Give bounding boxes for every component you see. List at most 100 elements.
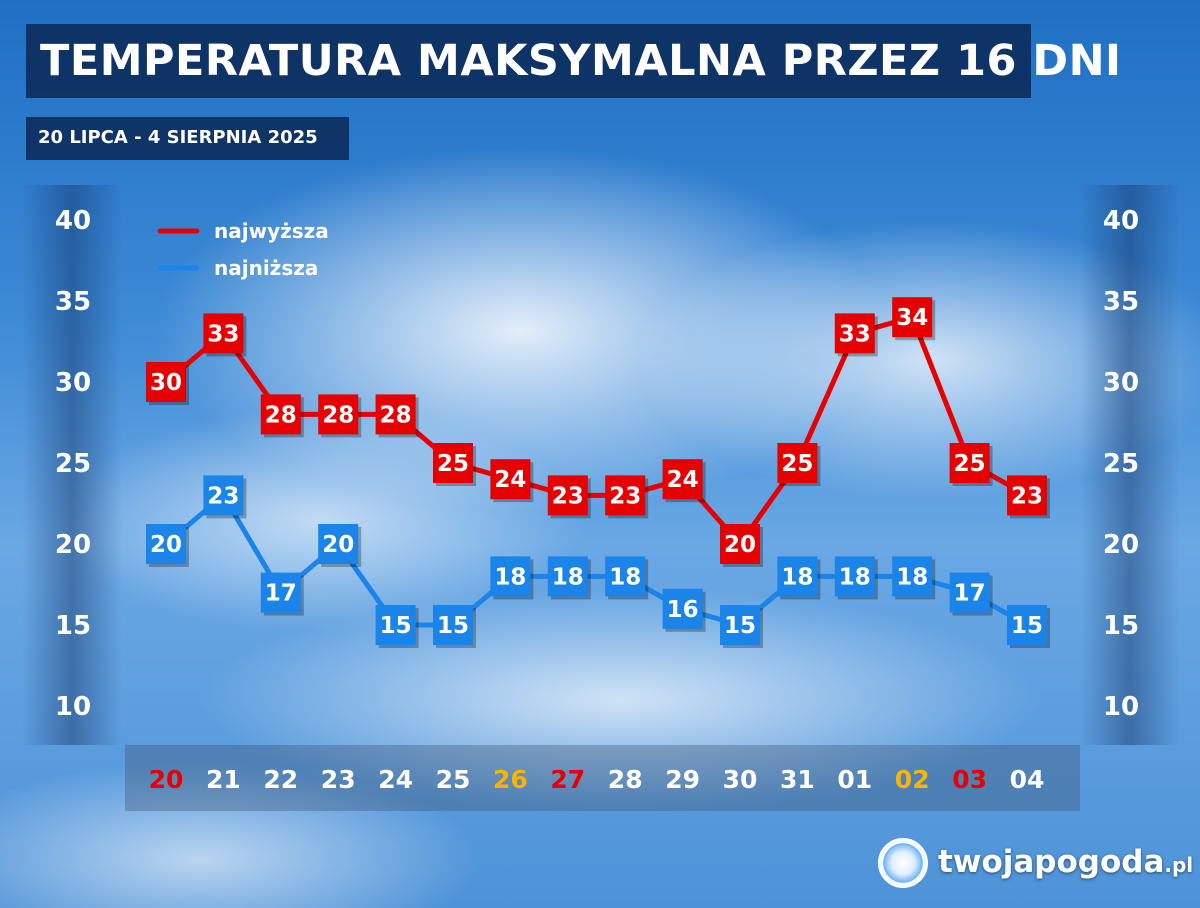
data-marker — [662, 459, 703, 500]
data-marker — [547, 556, 588, 597]
x-tick-label: 02 — [895, 765, 930, 794]
data-label: 24 — [667, 467, 699, 493]
data-label: 33 — [207, 321, 239, 347]
y-tick-label-left: 10 — [55, 692, 91, 722]
x-tick-label: 24 — [378, 765, 413, 794]
data-marker — [777, 443, 818, 483]
x-tick-label: 01 — [837, 765, 872, 794]
x-tick-label: 21 — [206, 765, 241, 794]
data-label: 28 — [265, 402, 297, 428]
y-tick-label-left: 20 — [55, 530, 91, 560]
right-axis-band — [1080, 185, 1180, 745]
data-label: 18 — [609, 564, 641, 590]
chart-subtitle: 20 LIPCA - 4 SIERPNIA 2025 — [38, 127, 318, 148]
data-marker — [490, 556, 531, 597]
data-marker — [1007, 475, 1047, 516]
x-tick-label: 03 — [952, 765, 987, 794]
series-line — [163, 492, 1030, 628]
data-label: 20 — [322, 532, 354, 558]
y-tick-label-left: 30 — [55, 368, 91, 398]
data-label: 15 — [380, 613, 412, 639]
data-marker — [949, 443, 990, 483]
data-marker — [949, 572, 990, 613]
data-marker — [605, 556, 646, 597]
data-marker — [834, 313, 875, 354]
logo-name: twojapogoda — [938, 844, 1165, 880]
data-label: 18 — [781, 564, 813, 590]
data-label: 25 — [781, 451, 813, 477]
data-label: 23 — [552, 483, 584, 509]
data-label: 25 — [437, 451, 469, 477]
data-marker — [1007, 605, 1047, 645]
logo-icon — [878, 838, 928, 888]
data-label: 18 — [494, 564, 526, 590]
x-tick-label: 26 — [493, 765, 528, 794]
data-label: 30 — [150, 370, 182, 396]
y-tick-label-left: 25 — [55, 449, 91, 479]
data-marker — [375, 394, 416, 435]
data-label: 28 — [380, 402, 412, 428]
logo-tld: .pl — [1164, 853, 1194, 877]
data-marker — [892, 556, 933, 597]
y-tick-label-left: 35 — [55, 287, 91, 317]
data-marker — [720, 605, 760, 645]
title-banner: TEMPERATURA MAKSYMALNA PRZEZ 16 DNI — [26, 24, 1121, 98]
y-tick-label-left: 40 — [55, 206, 91, 236]
data-label: 15 — [724, 613, 756, 639]
y-tick-label-right: 15 — [1103, 611, 1139, 641]
data-label: 17 — [265, 581, 297, 607]
data-label: 28 — [322, 402, 354, 428]
data-label: 23 — [1011, 483, 1043, 509]
data-label: 33 — [839, 321, 871, 347]
data-marker — [777, 556, 818, 597]
data-label: 17 — [954, 581, 986, 607]
y-tick-label-right: 30 — [1103, 368, 1139, 398]
data-label: 18 — [552, 564, 584, 590]
data-label: 23 — [207, 483, 239, 509]
data-label: 34 — [896, 305, 928, 331]
data-label: 15 — [437, 613, 469, 639]
data-marker — [318, 394, 359, 435]
x-tick-label: 31 — [780, 765, 815, 794]
x-tick-label: 30 — [723, 765, 758, 794]
x-tick-label: 23 — [321, 765, 356, 794]
data-marker — [260, 394, 301, 435]
data-marker — [260, 572, 301, 613]
legend-label: najwyższa — [214, 219, 329, 243]
data-label: 23 — [609, 483, 641, 509]
brand-logo: twojapogoda.pl — [878, 838, 1193, 888]
y-tick-label-right: 40 — [1103, 206, 1139, 236]
data-marker — [203, 313, 244, 354]
data-label: 16 — [667, 597, 699, 623]
data-label: 24 — [494, 467, 526, 493]
data-label: 18 — [896, 564, 928, 590]
subtitle-banner: 20 LIPCA - 4 SIERPNIA 2025 — [26, 117, 349, 160]
data-marker — [490, 459, 531, 500]
data-label: 20 — [724, 532, 756, 558]
data-marker — [433, 443, 473, 483]
x-tick-label: 27 — [550, 765, 585, 794]
x-tick-label: 22 — [263, 765, 298, 794]
data-marker — [433, 605, 473, 645]
data-label: 15 — [1011, 613, 1043, 639]
x-tick-label: 04 — [1010, 765, 1045, 794]
data-marker — [662, 588, 703, 629]
y-tick-label-right: 35 — [1103, 287, 1139, 317]
x-tick-label: 20 — [149, 765, 184, 794]
x-tick-label: 25 — [436, 765, 471, 794]
data-marker — [605, 475, 646, 516]
x-tick-label: 29 — [665, 765, 700, 794]
y-tick-label-right: 25 — [1103, 449, 1139, 479]
data-marker — [547, 475, 588, 516]
day-axis-band — [125, 745, 1080, 811]
data-marker — [834, 556, 875, 597]
data-marker — [146, 524, 186, 564]
data-marker — [720, 524, 760, 564]
y-tick-label-right: 10 — [1103, 692, 1139, 722]
data-marker — [146, 362, 186, 402]
data-marker — [892, 297, 933, 338]
data-label: 25 — [954, 451, 986, 477]
data-label: 18 — [839, 564, 871, 590]
data-label: 20 — [150, 532, 182, 558]
